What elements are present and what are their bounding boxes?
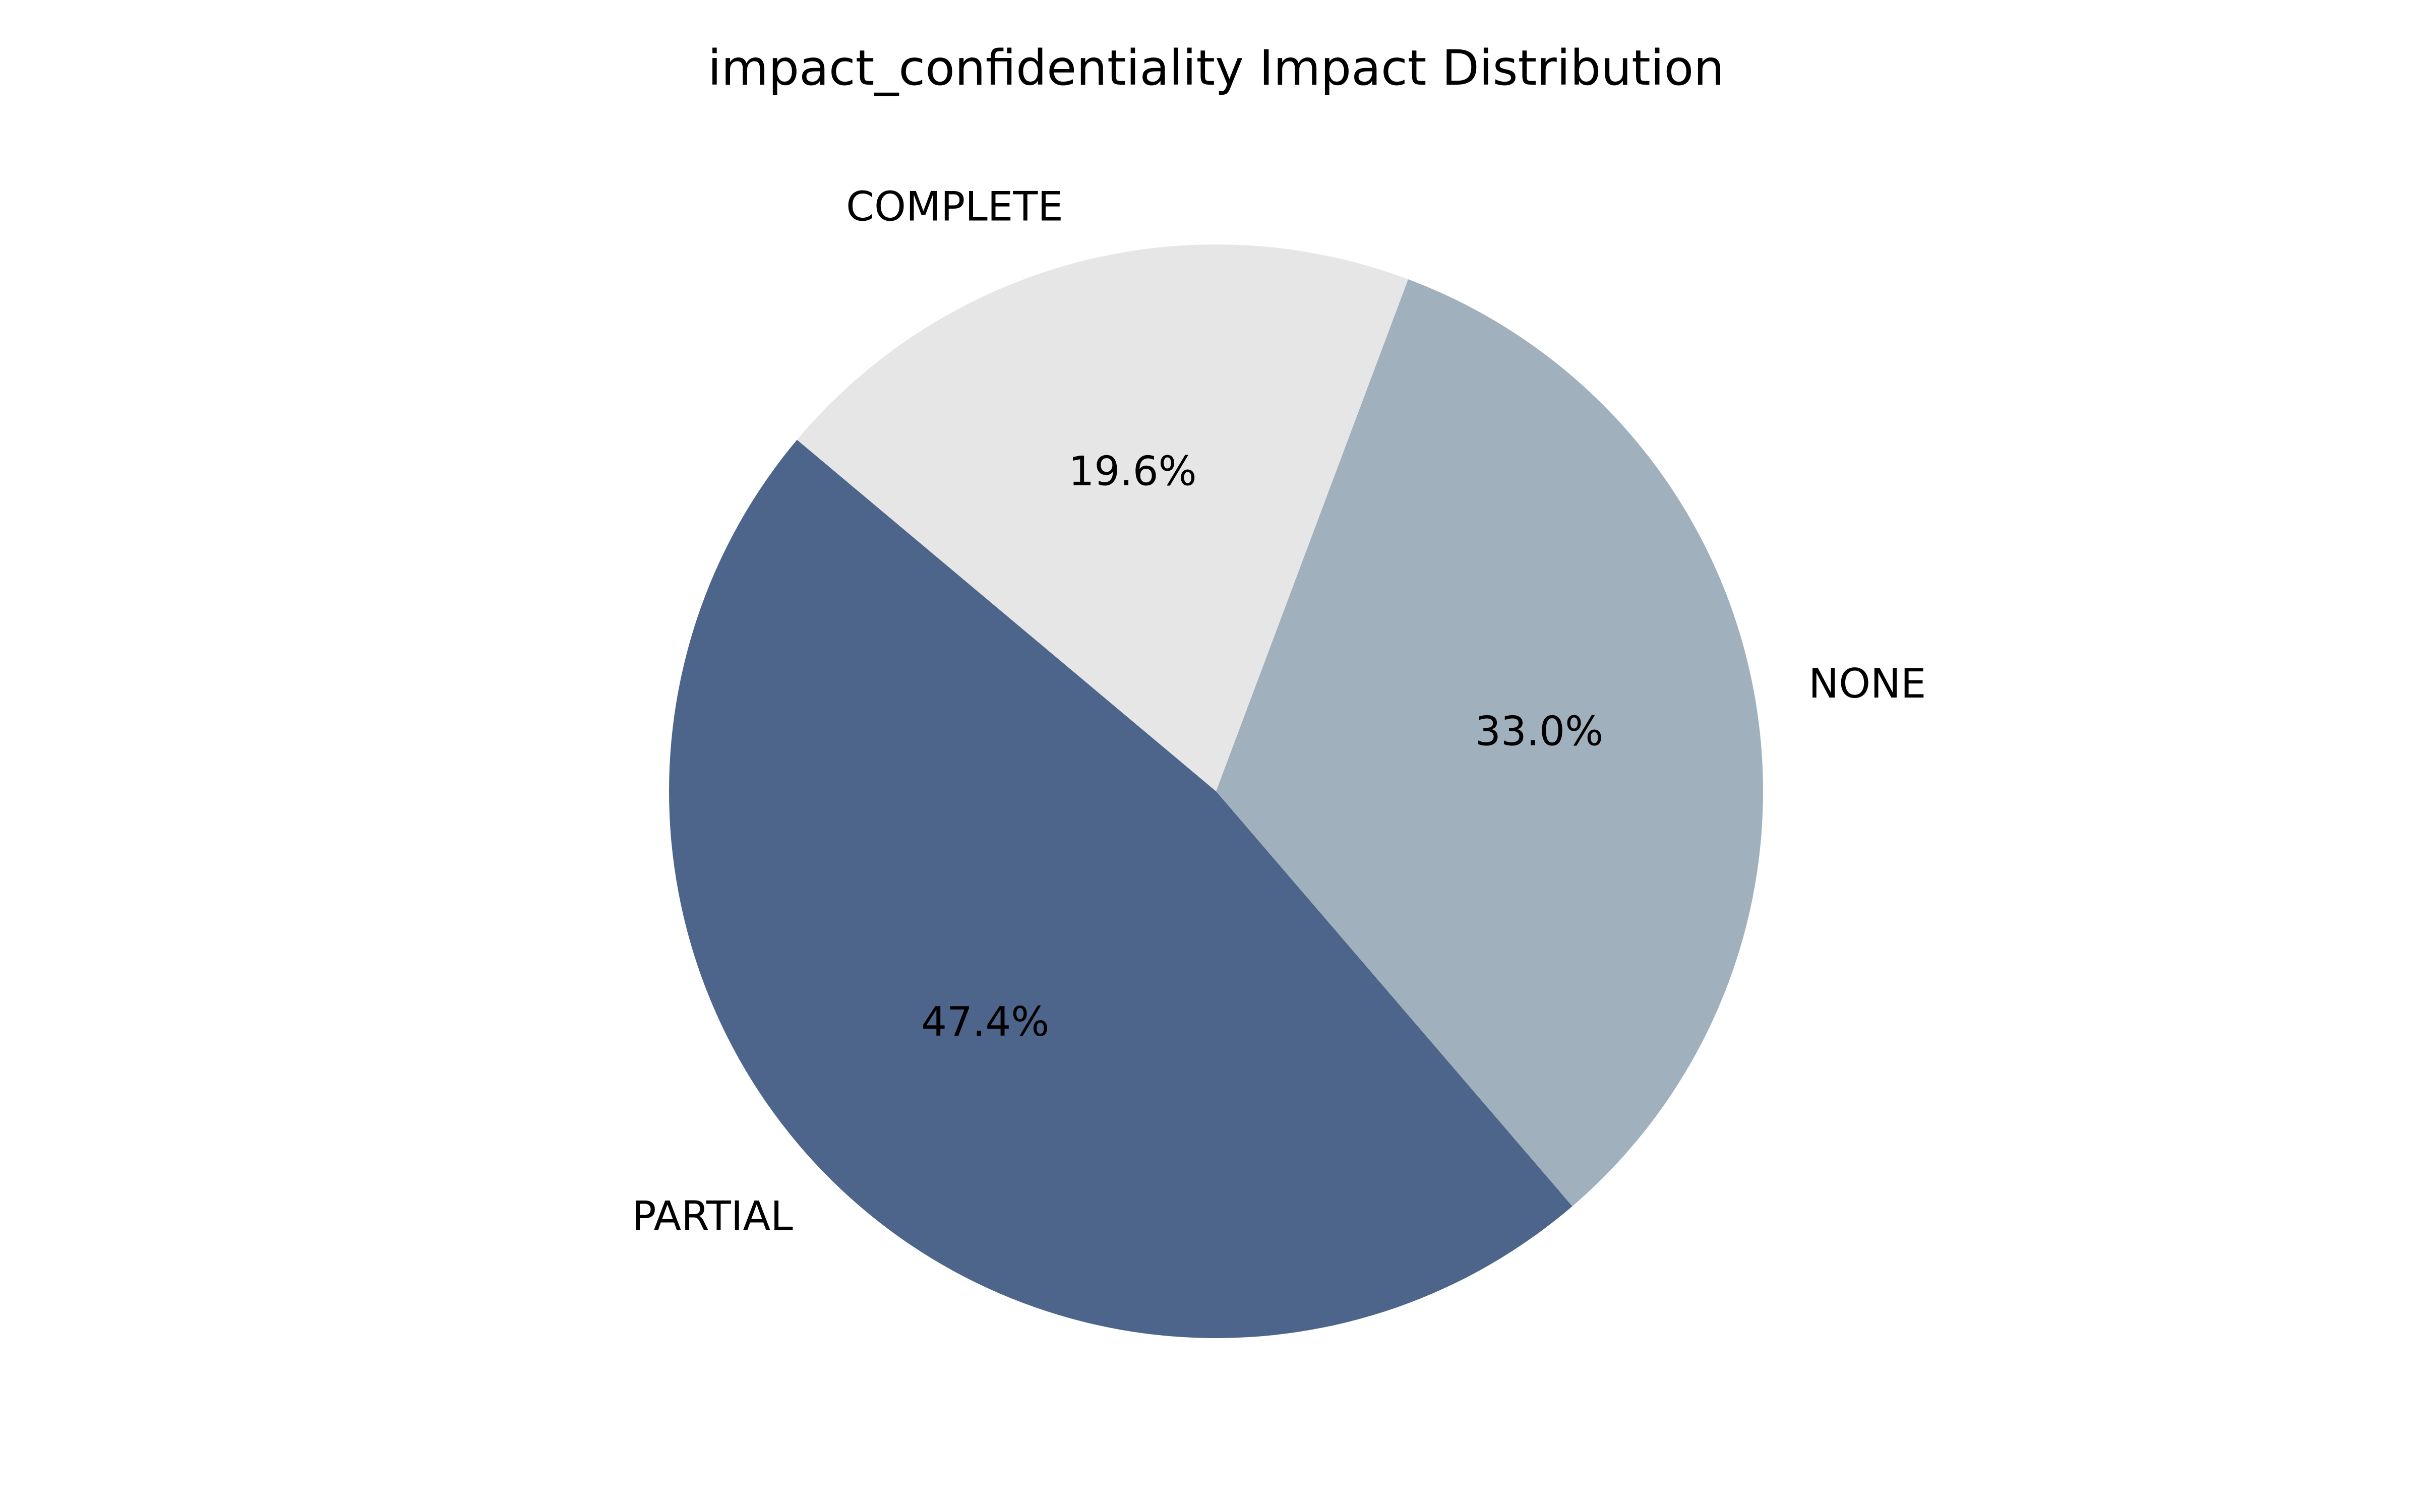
pie-slices <box>669 244 1763 1338</box>
pct-label-none: 33.0% <box>1475 708 1603 754</box>
pct-label-complete: 19.6% <box>1069 448 1197 494</box>
chart-title: impact_confidentiality Impact Distributi… <box>708 40 1724 96</box>
pie-slice-complete <box>797 244 1409 791</box>
pie-slice-none <box>1216 279 1763 1207</box>
pie-slice-partial <box>669 439 1572 1338</box>
slice-label-partial: PARTIAL <box>632 1193 793 1240</box>
slice-label-complete: COMPLETE <box>846 183 1063 230</box>
slice-label-none: NONE <box>1808 660 1926 707</box>
pct-label-partial: 47.4% <box>921 998 1049 1045</box>
pie-labels: PARTIAL 47.4% NONE 33.0% COMPLETE 19.6% <box>632 183 1926 1240</box>
